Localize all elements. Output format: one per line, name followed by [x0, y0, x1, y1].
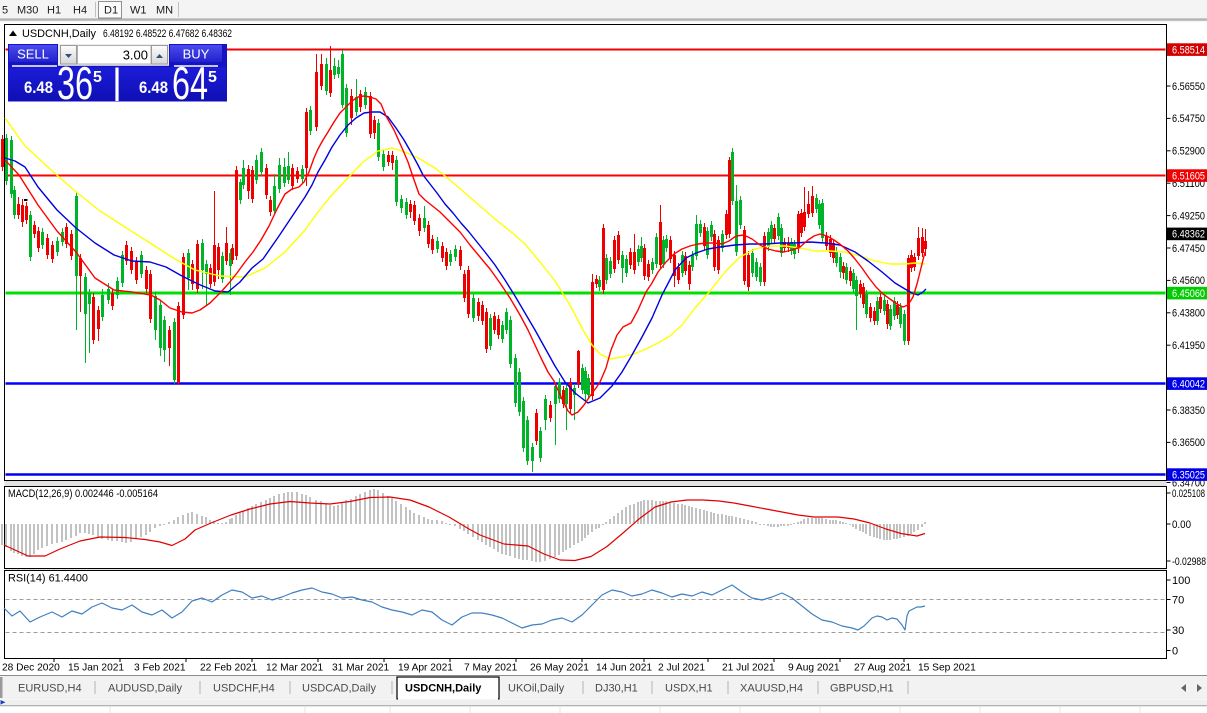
svg-text:-0.02988: -0.02988 — [1172, 556, 1206, 568]
svg-text:MACD(12,26,9) 0.002446 -0.0051: MACD(12,26,9) 0.002446 -0.005164 — [8, 488, 158, 500]
svg-text:7 May 2021: 7 May 2021 — [464, 663, 518, 674]
svg-text:W1: W1 — [130, 5, 147, 17]
svg-text:AUDUSD,Daily: AUDUSD,Daily — [108, 683, 182, 695]
svg-text:12 Mar 2021: 12 Mar 2021 — [266, 663, 324, 674]
svg-text:H4: H4 — [73, 5, 87, 17]
svg-text:5: 5 — [93, 69, 102, 86]
svg-text:100: 100 — [1172, 575, 1190, 587]
svg-text:MN: MN — [156, 5, 173, 17]
svg-text:6.41950: 6.41950 — [1172, 340, 1205, 352]
svg-text:H1: H1 — [47, 5, 61, 17]
svg-text:6.48: 6.48 — [139, 78, 168, 97]
svg-text:SELL: SELL — [17, 47, 49, 62]
svg-text:UKOil,Daily: UKOil,Daily — [508, 683, 565, 695]
svg-text:5: 5 — [2, 5, 8, 17]
svg-text:USDCNH,Daily: USDCNH,Daily — [22, 28, 96, 40]
svg-text:28 Dec 2020: 28 Dec 2020 — [2, 663, 60, 674]
svg-text:30: 30 — [1172, 625, 1184, 637]
svg-text:6.45600: 6.45600 — [1172, 275, 1205, 287]
svg-text:0.025108: 0.025108 — [1172, 488, 1205, 500]
svg-text:USDCAD,Daily: USDCAD,Daily — [302, 683, 376, 695]
svg-text:EURUSD,H4: EURUSD,H4 — [18, 683, 82, 695]
svg-text:6.40042: 6.40042 — [1172, 378, 1205, 390]
svg-text:6.51605: 6.51605 — [1172, 170, 1205, 182]
svg-text:6.49250: 6.49250 — [1172, 210, 1205, 222]
svg-text:USDCNH,Daily: USDCNH,Daily — [405, 683, 482, 695]
svg-text:BUY: BUY — [183, 47, 210, 62]
svg-text:6.56550: 6.56550 — [1172, 81, 1205, 93]
svg-text:64: 64 — [172, 57, 208, 109]
svg-text:21 Jul 2021: 21 Jul 2021 — [722, 663, 775, 674]
svg-text:6.48192 6.48522 6.47682 6.4836: 6.48192 6.48522 6.47682 6.48362 — [103, 28, 232, 40]
svg-text:15 Sep 2021: 15 Sep 2021 — [918, 663, 976, 674]
svg-text:27 Aug 2021: 27 Aug 2021 — [854, 663, 912, 674]
svg-text:14 Jun 2021: 14 Jun 2021 — [596, 663, 652, 674]
svg-text:0.00: 0.00 — [1172, 519, 1191, 531]
svg-text:6.48: 6.48 — [24, 78, 53, 97]
svg-text:6.45060: 6.45060 — [1172, 288, 1205, 300]
svg-text:6.47450: 6.47450 — [1172, 243, 1205, 255]
svg-text:USDX,H1: USDX,H1 — [665, 683, 713, 695]
svg-text:6.38350: 6.38350 — [1172, 405, 1205, 417]
svg-text:5: 5 — [208, 69, 217, 86]
svg-text:M30: M30 — [17, 5, 38, 17]
svg-text:9 Aug 2021: 9 Aug 2021 — [788, 663, 840, 674]
svg-text:3.00: 3.00 — [123, 48, 148, 63]
svg-text:19 Apr 2021: 19 Apr 2021 — [398, 663, 453, 674]
svg-text:DJ30,H1: DJ30,H1 — [595, 683, 638, 695]
svg-text:6.52900: 6.52900 — [1172, 146, 1205, 158]
svg-text:USDCHF,H4: USDCHF,H4 — [213, 683, 275, 695]
svg-text:6.58514: 6.58514 — [1172, 44, 1205, 56]
svg-text:36: 36 — [57, 57, 93, 109]
svg-text:6.48362: 6.48362 — [1172, 229, 1205, 241]
svg-text:2 Jul 2021: 2 Jul 2021 — [658, 663, 705, 674]
svg-text:22 Feb 2021: 22 Feb 2021 — [200, 663, 258, 674]
svg-text:0: 0 — [1172, 645, 1178, 657]
svg-text:D1: D1 — [104, 5, 118, 17]
svg-text:15 Jan 2021: 15 Jan 2021 — [68, 663, 124, 674]
svg-text:26 May 2021: 26 May 2021 — [530, 663, 589, 674]
svg-text:6.54750: 6.54750 — [1172, 113, 1205, 125]
svg-text:6.43800: 6.43800 — [1172, 308, 1205, 320]
svg-text:70: 70 — [1172, 594, 1184, 606]
svg-text:3 Feb 2021: 3 Feb 2021 — [134, 663, 186, 674]
svg-text:GBPUSD,H1: GBPUSD,H1 — [830, 683, 894, 695]
svg-text:XAUUSD,H4: XAUUSD,H4 — [740, 683, 803, 695]
svg-text:6.35025: 6.35025 — [1172, 469, 1205, 481]
svg-text:31 Mar 2021: 31 Mar 2021 — [332, 663, 390, 674]
svg-text:6.36500: 6.36500 — [1172, 437, 1205, 449]
svg-text:RSI(14) 61.4400: RSI(14) 61.4400 — [8, 573, 88, 585]
